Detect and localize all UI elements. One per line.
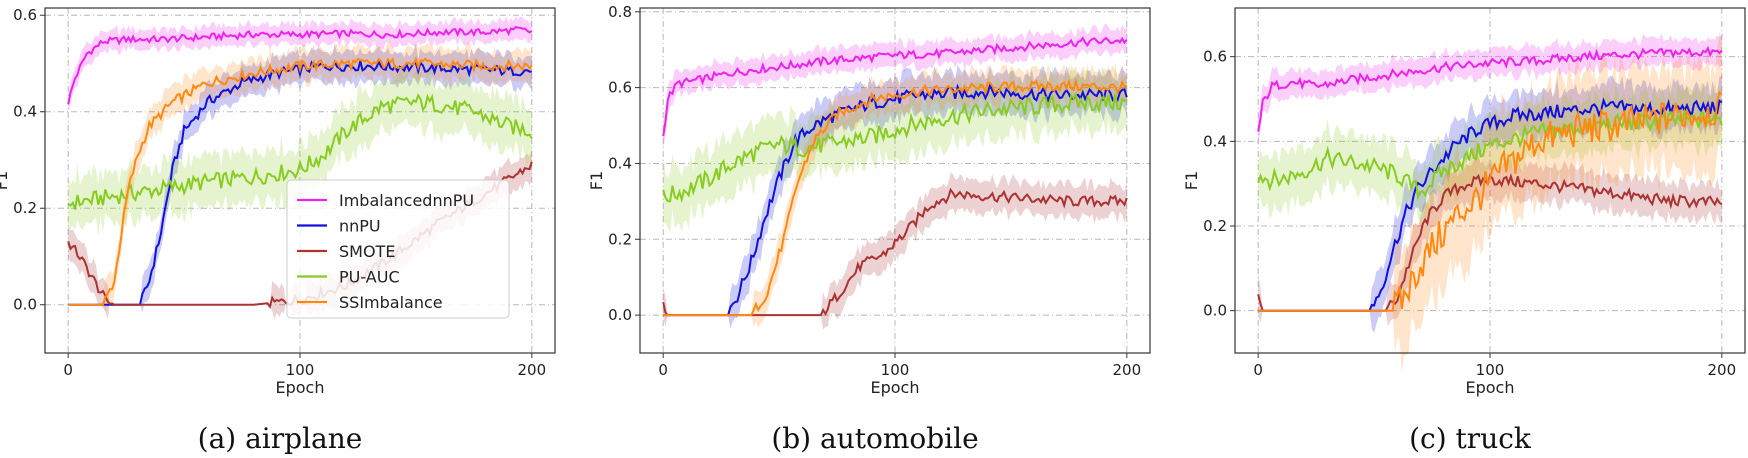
chart-panel-3: 0 100 200 0.0 0.2 0.4 0.6 Epoch F1 (c) truck [1182,7,1746,455]
x-tick-label: 100 [286,361,315,379]
series-line-imbalancednnpu [662,36,1128,137]
x-tick-label: 200 [1112,361,1141,379]
y-axis-label: F1 [1182,171,1201,190]
series-line-imbalancednnpu [67,26,533,105]
series-band-imbalancednnpu [1258,33,1722,146]
series-band-smote [1258,155,1722,327]
y-tick-label: 0.4 [1203,132,1227,150]
x-tick-label: 100 [881,361,910,379]
y-tick-label: 0.4 [13,103,37,121]
y-tick-label: 0.6 [1203,48,1227,66]
legend-label: SMOTE [339,242,395,261]
y-tick-label: 0.0 [13,296,37,314]
y-tick-label: 0.0 [1203,302,1227,320]
x-tick-label: 0 [658,361,668,379]
legend-label: SSImbalance [339,293,443,312]
series-line-nnpu [68,58,532,306]
series-line-pu-auc [67,93,533,210]
series-line-ssimbalance [663,77,1128,317]
legend-label: ImbalancednnPU [339,191,474,210]
y-axis-label: F1 [587,171,606,190]
series-band-smote [663,172,1127,330]
y-tick-label: 0.0 [608,306,632,324]
x-tick-label: 200 [517,361,546,379]
subfigure-caption: (a) airplane [198,422,363,455]
x-tick-label: 0 [63,361,73,379]
subfigure-caption: (b) automobile [771,422,978,455]
y-tick-label: 0.2 [13,199,37,217]
y-tick-label: 0.4 [608,154,632,172]
y-tick-label: 0.6 [608,79,632,97]
y-tick-label: 0.8 [608,3,632,21]
x-axis-label: Epoch [871,378,920,397]
subfigure-caption: (c) truck [1409,422,1532,455]
y-tick-label: 0.2 [1203,217,1227,235]
chart-panel-1: 0 100 200 0.0 0.2 0.4 0.6 Epoch F1 (a) airplane Im… [0,6,556,455]
series-line-nnpu [663,82,1128,317]
series-line-imbalancednnpu [1257,45,1723,132]
series-line-pu-auc [662,91,1128,204]
series-band-pu-auc [663,61,1127,235]
series-band-imbalancednnpu [663,23,1127,149]
series-band-ssimbalance [663,63,1127,329]
chart-panel-2: 0 100 200 0.0 0.2 0.4 0.6 0.8 Epoch F1 (b) automob… [587,3,1151,455]
y-tick-label: 0.2 [608,230,632,248]
series-line-ssimbalance [68,55,533,306]
series-band-nnpu [68,44,532,313]
x-axis-label: Epoch [276,378,325,397]
y-tick-label: 0.6 [13,6,37,24]
series-line-ssimbalance [1258,90,1723,312]
x-tick-label: 200 [1707,361,1736,379]
legend-box [286,179,510,319]
series-band-ssimbalance [68,41,532,312]
legend-label: nnPU [339,217,381,236]
series-band-imbalancednnpu [68,16,532,113]
x-tick-label: 0 [1253,361,1263,379]
legend: ImbalancednnPU nnPU SMOTE PU-AUC SSImbalance [286,179,510,319]
legend-label: PU-AUC [339,268,400,287]
x-tick-label: 100 [1476,361,1505,379]
x-axis-label: Epoch [1466,378,1515,397]
y-axis-label: F1 [0,171,11,190]
